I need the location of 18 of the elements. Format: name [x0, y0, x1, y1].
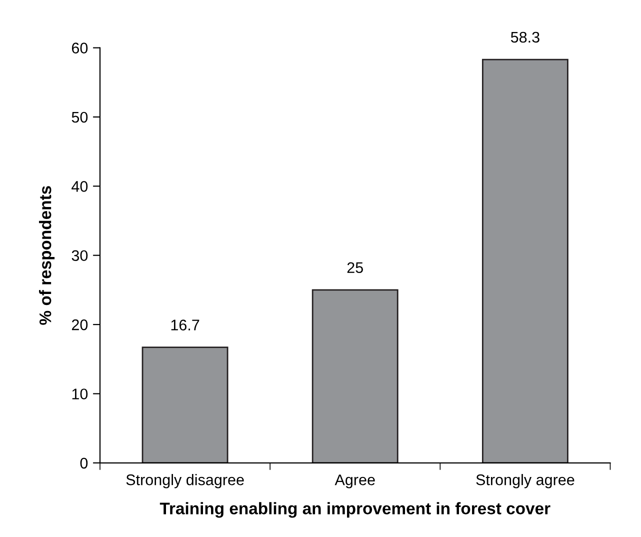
data-label: 25 — [347, 262, 363, 274]
y-tick-label: 30 — [72, 250, 88, 262]
bar — [142, 346, 228, 463]
bar — [312, 289, 398, 463]
x-axis-title: Training enabling an improvement in forest cover — [160, 502, 550, 518]
x-tick-label: Agree — [334, 474, 375, 488]
x-tick-label: Strongly agree — [476, 474, 574, 488]
y-tick-label: 40 — [72, 181, 88, 192]
y-tick-label: 60 — [72, 42, 88, 54]
y-tick-label: 10 — [72, 388, 88, 400]
bar — [482, 58, 568, 463]
y-tick-label: 20 — [72, 319, 88, 330]
y-tick-label: 50 — [72, 112, 88, 123]
y-axis-title: % of respondents — [38, 186, 55, 325]
x-tick-label: Strongly disagree — [126, 474, 244, 488]
y-tick-label: 0 — [80, 458, 88, 469]
data-label: 58.3 — [510, 32, 540, 43]
data-label: 16.7 — [171, 320, 200, 330]
